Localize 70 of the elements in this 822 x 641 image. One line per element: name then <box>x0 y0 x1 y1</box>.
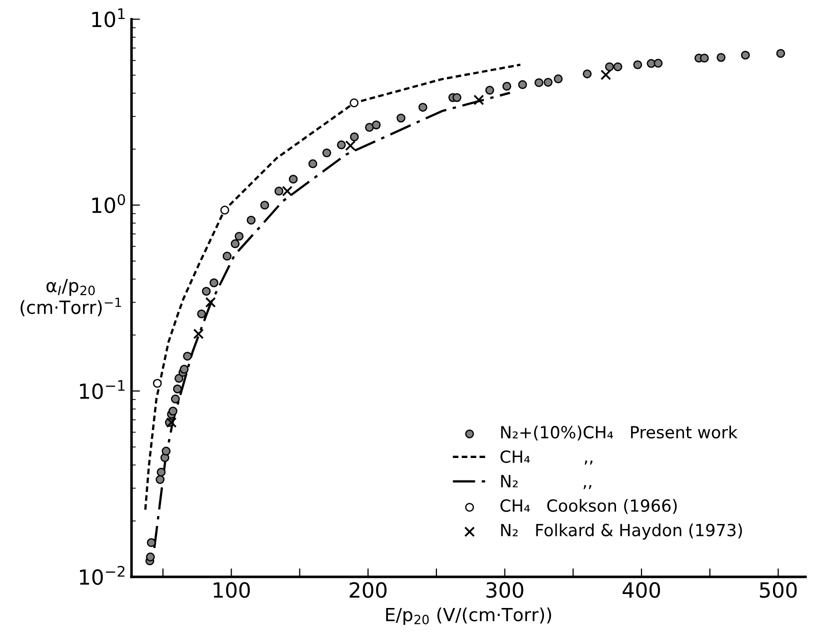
point <box>146 552 155 562</box>
point <box>418 102 428 112</box>
point <box>222 252 232 260</box>
point <box>156 475 165 484</box>
point <box>220 206 230 215</box>
point <box>372 120 381 130</box>
point <box>350 132 359 142</box>
point <box>197 309 206 318</box>
point <box>502 82 512 91</box>
point <box>554 74 563 84</box>
legend-label: N₂+(10%)CH₄ Present work <box>501 426 738 440</box>
point <box>156 468 166 477</box>
point <box>544 78 553 87</box>
point <box>633 60 642 70</box>
point <box>396 114 406 122</box>
x-tick-label: 200 <box>350 582 387 598</box>
point <box>230 239 240 248</box>
point <box>246 216 256 225</box>
x-axis-title: E/p$_{20}$ (V/(cm·Torr)) <box>386 607 552 625</box>
point <box>234 232 244 241</box>
point <box>274 186 284 196</box>
y-tick-label: 10$^{1}$ <box>92 8 125 28</box>
point <box>308 159 318 168</box>
point <box>260 200 270 210</box>
point <box>152 378 162 388</box>
point <box>518 80 527 90</box>
point <box>336 140 346 150</box>
legend-label: CH₄ Cookson (1966) <box>500 499 677 514</box>
point <box>364 122 374 132</box>
point <box>170 394 180 404</box>
point <box>350 98 359 108</box>
point <box>282 186 293 196</box>
point <box>174 374 184 383</box>
point <box>654 58 663 68</box>
point <box>166 417 177 428</box>
point <box>582 69 592 78</box>
point <box>210 278 218 288</box>
x-tick-label: 400 <box>622 582 660 598</box>
point <box>322 148 332 158</box>
point <box>485 86 494 95</box>
point <box>288 174 298 184</box>
point <box>173 384 182 394</box>
point <box>205 297 216 308</box>
legend-label: N₂ ,, <box>501 475 592 490</box>
point <box>776 48 786 58</box>
point <box>168 406 178 416</box>
y-tick-label: 10$^{−2}$ <box>80 566 124 585</box>
point <box>452 93 462 102</box>
point <box>473 94 484 106</box>
x-tick-label: 100 <box>214 582 250 598</box>
point <box>180 364 189 374</box>
point <box>700 54 709 63</box>
point <box>345 140 356 151</box>
y-tick-label: 10$^{0}$ <box>92 194 126 214</box>
point <box>202 286 211 296</box>
legend-label: CH₄ ,, <box>500 450 592 465</box>
point <box>534 78 544 88</box>
point <box>162 446 171 456</box>
x-tick-label: 500 <box>760 582 797 598</box>
y-tick-label: 10$^{−1}$ <box>80 380 125 400</box>
point <box>600 70 612 80</box>
point <box>740 50 750 60</box>
point <box>605 62 614 72</box>
point <box>193 328 204 340</box>
x-tick-label: 300 <box>486 582 524 598</box>
point <box>613 62 622 72</box>
y-axis-title: α$_{I}$/p$_{20}$ (cm·Torr)$^{−1}$ <box>20 278 121 316</box>
point <box>716 53 726 62</box>
legend-label: N₂ Folkard & Haydon (1973) <box>501 523 742 540</box>
point <box>183 352 192 361</box>
